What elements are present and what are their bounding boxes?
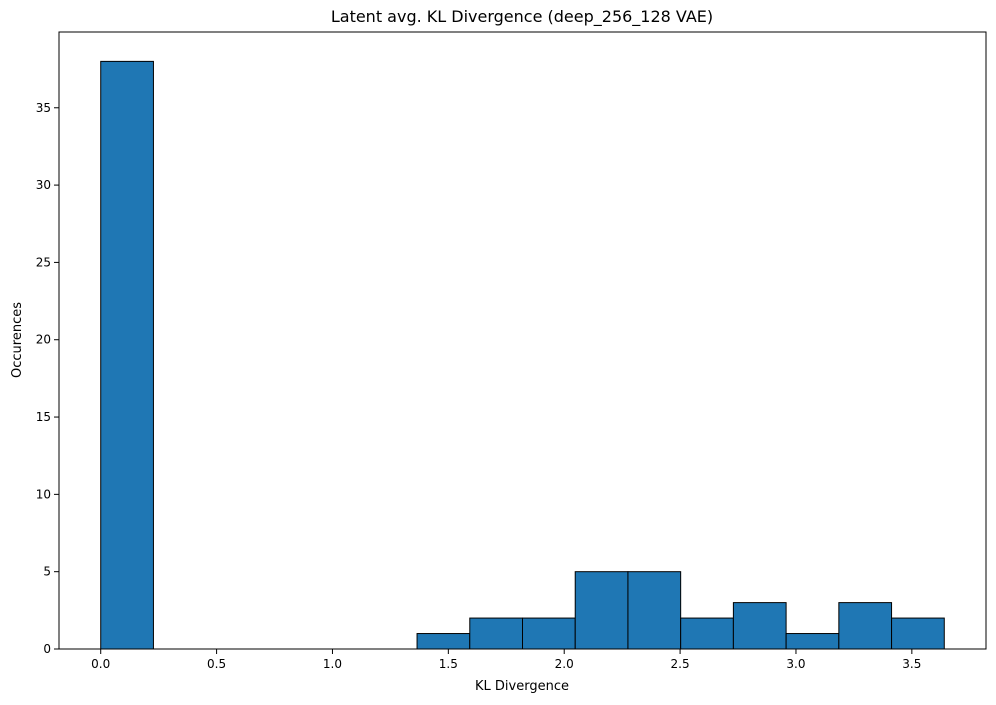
- histogram-bar: [416, 633, 471, 650]
- x-tick-label: 2.0: [555, 657, 574, 671]
- bars-group: [100, 60, 945, 650]
- y-tick-label: 30: [36, 178, 51, 192]
- histogram-bar: [785, 633, 840, 650]
- histogram-bar: [574, 571, 629, 650]
- x-tick-label: 2.5: [671, 657, 690, 671]
- y-tick-label: 25: [36, 255, 51, 269]
- y-tick-label: 15: [36, 410, 51, 424]
- x-tick-label: 1.0: [323, 657, 342, 671]
- histogram-bar: [732, 602, 787, 650]
- chart-title: Latent avg. KL Divergence (deep_256_128 …: [331, 7, 713, 27]
- histogram-bar: [891, 617, 945, 650]
- histogram-bar: [838, 602, 893, 650]
- y-tick-label: 10: [36, 487, 51, 501]
- y-axis-label: Occurences: [10, 302, 25, 378]
- histogram-bar: [522, 617, 576, 650]
- y-tick-label: 20: [36, 333, 51, 347]
- x-tick-label: 3.0: [786, 657, 805, 671]
- y-tick-label: 5: [43, 565, 51, 579]
- y-tick-label: 0: [43, 642, 51, 656]
- y-axis-ticks: 0 5 10 15 20 25 30 35: [36, 101, 59, 656]
- histogram-bar: [100, 60, 154, 650]
- histogram-bar: [627, 571, 682, 650]
- y-tick-label: 35: [36, 101, 51, 115]
- x-tick-label: 3.5: [902, 657, 921, 671]
- x-tick-label: 1.5: [439, 657, 458, 671]
- x-tick-label: 0.5: [207, 657, 226, 671]
- x-axis-ticks: 0.0 0.5 1.0 1.5 2.0 2.5 3.0 3.5: [91, 649, 921, 671]
- x-axis-label: KL Divergence: [475, 679, 569, 694]
- histogram-bar: [469, 617, 523, 650]
- x-tick-label: 0.0: [91, 657, 110, 671]
- histogram-bar: [680, 617, 734, 650]
- plot-frame: [58, 31, 987, 650]
